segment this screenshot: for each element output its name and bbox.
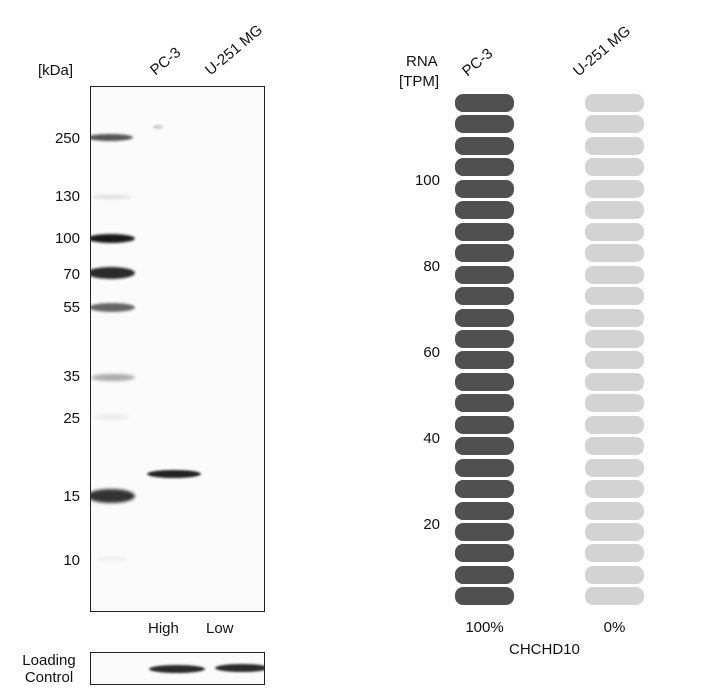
rna-segment-u251-17 [585, 437, 644, 456]
rna-category-label-u251: U-251 MG [570, 22, 635, 80]
ladder-band-10 [97, 557, 127, 561]
rna-segment-u251-3 [585, 136, 644, 155]
rna-segment-pc3-19 [455, 480, 514, 499]
rna-bar-pc3 [455, 94, 514, 608]
rna-segment-pc3-18 [455, 458, 514, 477]
pc3-target-band [147, 470, 201, 478]
rna-segment-pc3-8 [455, 244, 514, 263]
rna-axis-label-2: [TPM] [399, 73, 439, 90]
ladder-band-250 [91, 134, 133, 141]
rna-segment-u251-1 [585, 94, 644, 112]
blot-lane-label-u251: U-251 MG [202, 21, 267, 79]
ladder-band-70 [91, 267, 135, 279]
ladder-band-100 [91, 234, 135, 243]
y-tick-20: 20 [423, 516, 440, 533]
rna-segment-pc3-5 [455, 179, 514, 198]
marker-25: 25 [63, 410, 80, 427]
rna-segment-u251-4 [585, 158, 644, 177]
y-tick-80: 80 [423, 258, 440, 275]
rna-segment-pc3-11 [455, 308, 514, 327]
rna-segment-u251-14 [585, 372, 644, 391]
marker-130: 130 [54, 188, 80, 205]
loading-control-label-2: Control [24, 669, 74, 686]
y-tick-100: 100 [414, 172, 440, 189]
rna-segment-u251-20 [585, 501, 644, 520]
ladder-band-15 [91, 489, 135, 503]
rna-segment-pc3-3 [455, 136, 514, 155]
rna-segment-u251-8 [585, 244, 644, 263]
rna-segment-pc3-20 [455, 501, 514, 520]
rna-bar-u251 [585, 94, 644, 608]
rna-segment-u251-6 [585, 201, 644, 220]
rna-segment-pc3-12 [455, 329, 514, 348]
rna-segment-u251-12 [585, 329, 644, 348]
rna-segment-u251-9 [585, 265, 644, 284]
rna-segment-pc3-24 [455, 587, 514, 606]
rna-segment-pc3-4 [455, 158, 514, 177]
rna-segment-pc3-21 [455, 523, 514, 541]
rna-segment-pc3-10 [455, 287, 514, 305]
rna-segment-u251-21 [585, 523, 644, 541]
marker-35: 35 [63, 368, 80, 385]
rna-segment-pc3-14 [455, 372, 514, 391]
ladder-band-130 [91, 195, 131, 199]
loading-band-pc3 [149, 665, 205, 673]
rna-segment-pc3-1 [455, 94, 514, 112]
rna-segment-pc3-13 [455, 351, 514, 370]
marker-55: 55 [63, 299, 80, 316]
loading-band-u251 [215, 664, 264, 672]
rna-segment-pc3-6 [455, 201, 514, 220]
rna-segment-pc3-15 [455, 394, 514, 413]
western-blot-image [90, 86, 265, 612]
rna-segment-u251-18 [585, 458, 644, 477]
percent-label-u251: 0% [603, 619, 626, 636]
rna-axis-label-1: RNA [406, 53, 438, 70]
rna-segment-u251-22 [585, 544, 644, 563]
rna-segment-pc3-17 [455, 437, 514, 456]
rna-segment-u251-10 [585, 287, 644, 305]
percent-label-pc3: 100% [465, 619, 504, 636]
y-tick-60: 60 [423, 344, 440, 361]
y-tick-40: 40 [423, 430, 440, 447]
rna-segment-pc3-16 [455, 415, 514, 434]
rna-segment-u251-19 [585, 480, 644, 499]
rna-segment-u251-2 [585, 115, 644, 134]
marker-10: 10 [63, 552, 80, 569]
pc3-faint-spot [153, 125, 163, 129]
rna-segment-pc3-9 [455, 265, 514, 284]
rna-segment-u251-23 [585, 565, 644, 584]
rna-segment-pc3-23 [455, 565, 514, 584]
rna-segment-pc3-22 [455, 544, 514, 563]
rna-segment-pc3-7 [455, 222, 514, 241]
gene-name-label: CHCHD10 [509, 641, 580, 658]
rna-category-label-pc3: PC-3 [459, 45, 497, 80]
marker-70: 70 [63, 266, 80, 283]
ladder-band-55 [91, 303, 135, 312]
expression-label-high: High [148, 620, 179, 637]
ladder-band-25 [95, 415, 129, 419]
rna-segment-u251-11 [585, 308, 644, 327]
rna-segment-u251-13 [585, 351, 644, 370]
blot-lane-label-pc3: PC-3 [147, 44, 185, 79]
marker-15: 15 [63, 488, 80, 505]
rna-segment-u251-24 [585, 587, 644, 606]
expression-label-low: Low [206, 620, 234, 637]
rna-segment-u251-5 [585, 179, 644, 198]
loading-control-label-1: Loading [22, 652, 76, 669]
ladder-band-35 [91, 374, 135, 381]
marker-100: 100 [54, 230, 80, 247]
rna-segment-pc3-2 [455, 115, 514, 134]
rna-segment-u251-15 [585, 394, 644, 413]
rna-segment-u251-16 [585, 415, 644, 434]
kda-unit-label: [kDa] [38, 62, 74, 79]
marker-250: 250 [54, 130, 80, 147]
rna-segment-u251-7 [585, 222, 644, 241]
loading-control-blot [90, 652, 265, 685]
